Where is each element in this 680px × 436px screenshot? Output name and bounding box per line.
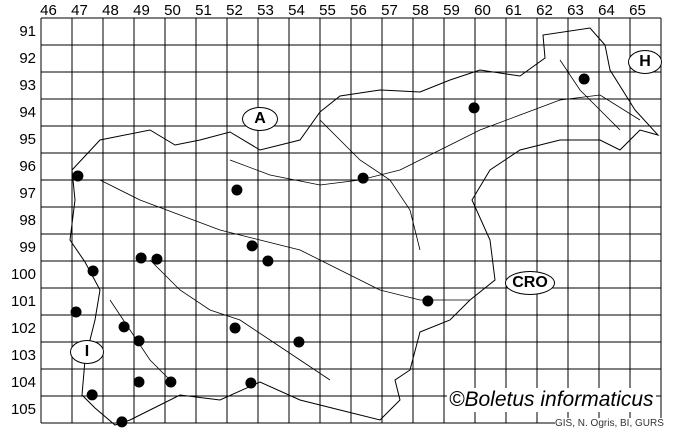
row-label: 96 [19,158,36,175]
record-dot [133,335,145,347]
record-dot [229,322,241,334]
row-label: 102 [10,320,36,337]
row-label: 94 [19,104,36,121]
river [319,119,421,251]
column-label: 61 [505,2,522,19]
record-dot [70,306,82,318]
column-label: 58 [412,2,429,19]
record-dot [151,253,163,265]
column-label: 57 [381,2,398,19]
row-label: 95 [19,131,36,148]
river [149,259,331,381]
row-label: 103 [10,347,36,364]
column-label: 62 [536,2,553,19]
record-dot [72,170,84,182]
column-label: 51 [195,2,212,19]
record-dot [133,376,145,388]
column-label: 47 [71,2,88,19]
region-label-croatia: CRO [505,271,555,295]
river [229,94,641,186]
data-source-credit: GIS, N. Ogris, BI, GURS [555,418,664,429]
column-label: 54 [288,2,305,19]
column-label: 56 [350,2,367,19]
river [99,179,470,301]
river [559,59,621,131]
record-dot [135,252,147,264]
record-dot [231,184,243,196]
region-label-italy: I [70,340,104,364]
column-label: 49 [133,2,150,19]
row-label: 100 [10,266,36,283]
column-label: 59 [443,2,460,19]
record-markers [70,73,590,428]
column-label: 50 [164,2,181,19]
record-dot [246,240,258,252]
record-dot [86,389,98,401]
row-label: 104 [10,374,36,391]
record-dot [468,102,480,114]
record-dot [87,265,99,277]
column-label: 63 [567,2,584,19]
record-dot [293,336,305,348]
row-label: 98 [19,212,36,229]
country-border [69,27,660,426]
row-label: 99 [19,239,36,256]
record-dot [116,416,128,428]
region-label-austria: A [242,107,278,131]
record-dot [262,255,274,267]
column-label: 64 [598,2,615,19]
record-dot [357,172,369,184]
column-label: 48 [102,2,119,19]
record-dot [578,73,590,85]
copyright-credit: ©Boletus informaticus [447,388,656,412]
column-label: 53 [257,2,274,19]
row-label: 93 [19,77,36,94]
column-label: 60 [474,2,491,19]
record-dot [165,376,177,388]
record-dot [245,377,257,389]
row-label: 91 [19,23,36,40]
rivers [99,59,641,381]
column-label: 55 [319,2,336,19]
record-dot [422,295,434,307]
column-label: 46 [40,2,57,19]
row-label: 101 [10,293,36,310]
row-label: 105 [10,401,36,418]
column-label: 52 [226,2,243,19]
record-dot [118,321,130,333]
grid-lines [40,17,662,424]
region-label-hungary: H [628,50,662,74]
column-label: 65 [629,2,646,19]
row-label: 92 [19,50,36,67]
row-label: 97 [19,185,36,202]
